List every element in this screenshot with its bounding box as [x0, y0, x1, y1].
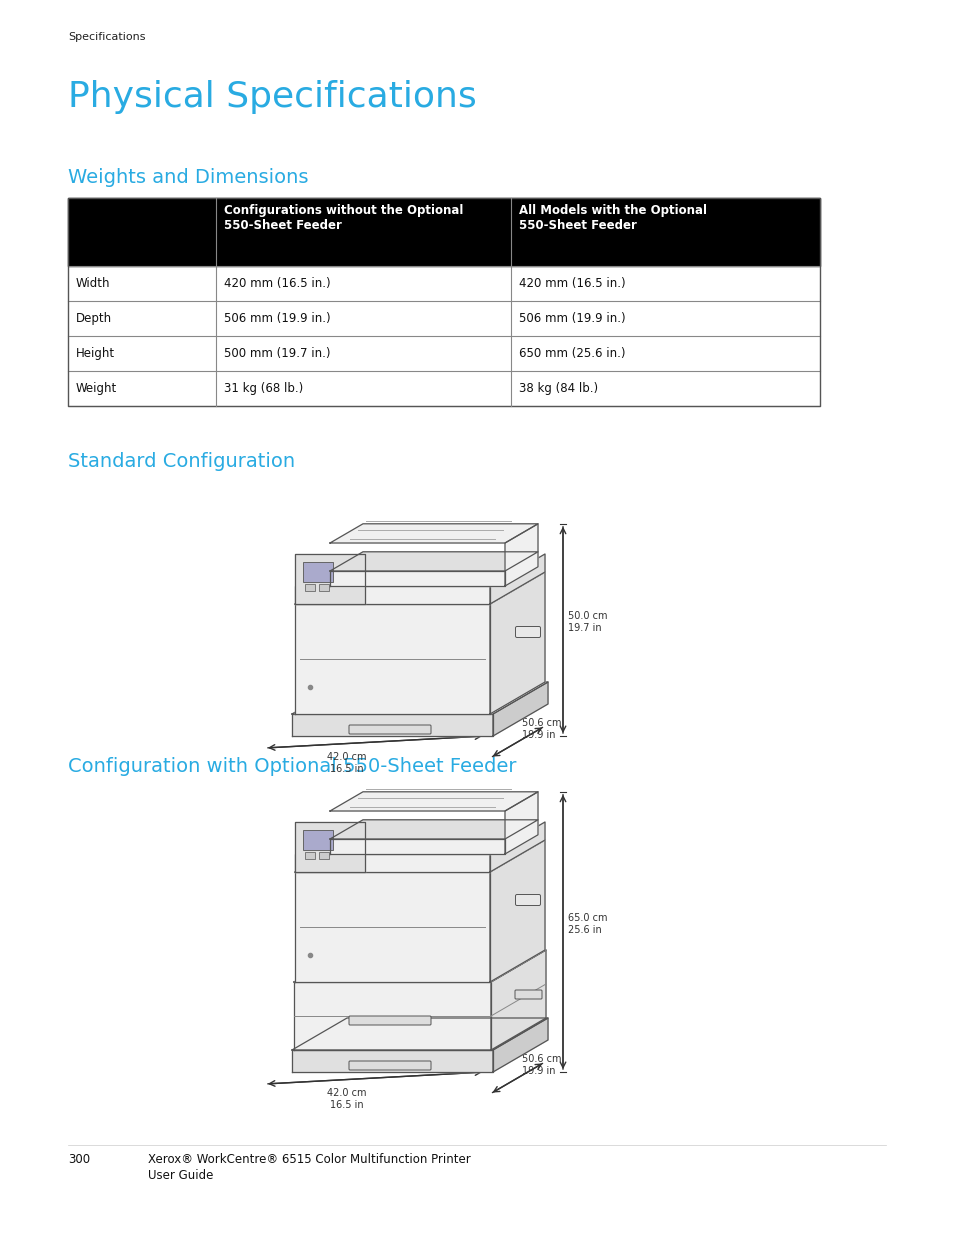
Text: 506 mm (19.9 in.): 506 mm (19.9 in.) — [224, 312, 331, 325]
Bar — [318, 584, 329, 592]
Polygon shape — [491, 950, 545, 1050]
Text: Depth: Depth — [76, 312, 112, 325]
FancyBboxPatch shape — [349, 725, 431, 734]
Bar — [68, 198, 820, 406]
Text: 300: 300 — [68, 1153, 90, 1166]
Polygon shape — [292, 1018, 547, 1050]
Polygon shape — [294, 950, 545, 982]
Text: 50.6 cm
19.9 in: 50.6 cm 19.9 in — [522, 719, 561, 740]
Polygon shape — [504, 792, 537, 853]
Text: 506 mm (19.9 in.): 506 mm (19.9 in.) — [518, 312, 625, 325]
Text: 50.0 cm
19.7 in: 50.0 cm 19.7 in — [567, 611, 607, 632]
Bar — [68, 198, 820, 266]
Text: 420 mm (16.5 in.): 420 mm (16.5 in.) — [224, 277, 331, 290]
Polygon shape — [294, 872, 490, 982]
Text: Physical Specifications: Physical Specifications — [68, 80, 476, 114]
Text: Configurations without the Optional
550-Sheet Feeder: Configurations without the Optional 550-… — [224, 204, 463, 232]
Text: 420 mm (16.5 in.): 420 mm (16.5 in.) — [518, 277, 625, 290]
Text: Weights and Dimensions: Weights and Dimensions — [68, 168, 308, 186]
Text: Specifications: Specifications — [68, 32, 146, 42]
Text: Height: Height — [76, 347, 115, 359]
Polygon shape — [330, 571, 504, 585]
Polygon shape — [292, 682, 547, 714]
Text: 42.0 cm
16.5 in: 42.0 cm 16.5 in — [327, 1088, 366, 1109]
Text: All Models with the Optional
550-Sheet Feeder: All Models with the Optional 550-Sheet F… — [518, 204, 706, 232]
Polygon shape — [493, 1018, 547, 1072]
Polygon shape — [504, 524, 537, 585]
Polygon shape — [330, 524, 537, 543]
FancyBboxPatch shape — [515, 626, 540, 637]
FancyBboxPatch shape — [515, 990, 541, 999]
Polygon shape — [292, 1050, 493, 1072]
Polygon shape — [294, 555, 365, 604]
Polygon shape — [490, 823, 544, 872]
Polygon shape — [493, 682, 547, 736]
Text: 65.0 cm
25.6 in: 65.0 cm 25.6 in — [567, 913, 607, 935]
Polygon shape — [294, 982, 491, 1050]
Bar — [303, 562, 333, 582]
Text: 500 mm (19.7 in.): 500 mm (19.7 in.) — [224, 347, 330, 359]
Text: Configuration with Optional 550-Sheet Feeder: Configuration with Optional 550-Sheet Fe… — [68, 757, 516, 776]
Polygon shape — [294, 840, 544, 872]
Text: 38 kg (84 lb.): 38 kg (84 lb.) — [518, 382, 598, 395]
Bar — [305, 584, 314, 592]
Bar — [305, 852, 314, 860]
Polygon shape — [292, 714, 493, 736]
Polygon shape — [330, 792, 537, 811]
Text: Weight: Weight — [76, 382, 117, 395]
Polygon shape — [330, 820, 537, 839]
Text: Xerox® WorkCentre® 6515 Color Multifunction Printer: Xerox® WorkCentre® 6515 Color Multifunct… — [148, 1153, 470, 1166]
Polygon shape — [294, 572, 544, 604]
Bar — [318, 852, 329, 860]
Polygon shape — [294, 585, 490, 604]
Polygon shape — [294, 853, 490, 872]
Polygon shape — [490, 555, 544, 604]
Polygon shape — [490, 572, 544, 714]
Text: 650 mm (25.6 in.): 650 mm (25.6 in.) — [518, 347, 625, 359]
FancyBboxPatch shape — [349, 1061, 431, 1070]
Polygon shape — [294, 604, 490, 714]
FancyBboxPatch shape — [349, 1016, 431, 1025]
Polygon shape — [294, 823, 365, 872]
Text: 31 kg (68 lb.): 31 kg (68 lb.) — [224, 382, 303, 395]
Text: 50.6 cm
19.9 in: 50.6 cm 19.9 in — [522, 1055, 561, 1076]
Polygon shape — [490, 840, 544, 982]
Text: User Guide: User Guide — [148, 1170, 213, 1182]
Bar — [303, 830, 333, 850]
Polygon shape — [330, 552, 537, 571]
Text: 42.0 cm
16.5 in: 42.0 cm 16.5 in — [327, 752, 366, 773]
FancyBboxPatch shape — [515, 894, 540, 905]
Text: Width: Width — [76, 277, 111, 290]
Text: Standard Configuration: Standard Configuration — [68, 452, 294, 471]
Polygon shape — [330, 839, 504, 853]
